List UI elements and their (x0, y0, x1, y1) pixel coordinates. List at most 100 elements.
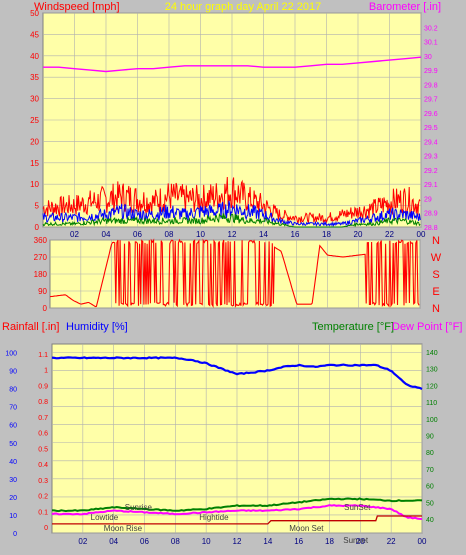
humidity-tick: 80 (9, 387, 17, 394)
humidity-x-tick: 18 (325, 537, 334, 546)
green-temp-line (51, 497, 423, 513)
humidity-x-tick: 12 (233, 537, 242, 546)
wind-y-tick: 45 (30, 30, 39, 39)
event-label: Moon Set (289, 524, 324, 533)
compass-label: N (432, 303, 440, 315)
rain-tick: 0.5 (38, 446, 48, 453)
humidity-x-tick: 22 (387, 537, 396, 546)
humidity-grid (52, 344, 423, 534)
baro-y-tick: 29.5 (424, 125, 438, 132)
humidity-series (51, 356, 423, 525)
temp-tick: 70 (426, 467, 434, 474)
baro-y-tick: 29.3 (424, 154, 438, 161)
baro-y-tick: 29.4 (424, 139, 438, 146)
temp-tick: 90 (426, 434, 434, 441)
wind-y-tick: 50 (30, 9, 39, 18)
darkred-rain-line (52, 515, 422, 525)
wind-x-tick: 20 (354, 230, 363, 239)
direction-y-tick: 180 (34, 270, 48, 279)
compass-label: W (431, 252, 442, 264)
event-label: Hightide (199, 513, 229, 522)
barometer-axis-label: Barometer [.in] (369, 1, 441, 13)
wind-y-tick: 20 (30, 137, 39, 146)
baro-y-tick: 29 (424, 196, 432, 203)
temp-tick: 80 (426, 450, 434, 457)
direction-y-tick: 360 (34, 236, 48, 245)
humidity-x-tick: 10 (202, 537, 211, 546)
humidity-x-tick: 02 (78, 537, 87, 546)
baro-y-tick: 29.9 (424, 68, 438, 75)
humidity-x-tick: 00 (418, 537, 427, 546)
wind-x-tick: 18 (322, 230, 331, 239)
event-labels: Moon Rise Lowtide Sunrise Hightide Moon Set S… (91, 503, 372, 545)
rainfall-axis-label: Rainfall [.in] (2, 321, 59, 333)
baro-y-tick: 29.7 (424, 97, 438, 104)
wind-x-tick: 12 (228, 230, 237, 239)
humidity-x-tick: 08 (171, 537, 180, 546)
rain-tick: 0.4 (38, 462, 48, 469)
temp-tick: 40 (426, 517, 434, 524)
wind-y-tick: 5 (35, 202, 40, 211)
blue-humidity-line (51, 356, 423, 390)
wind-x-tick: 10 (196, 230, 205, 239)
windspeed-axis-label: Windspeed [mph] (34, 1, 120, 13)
humidity-x-tick: 04 (109, 537, 118, 546)
wind-x-tick: 16 (291, 230, 300, 239)
temp-tick: 120 (426, 383, 438, 390)
wind-x-tick: 22 (385, 230, 394, 239)
humidity-tick: 20 (9, 495, 17, 502)
baro-y-tick: 29.6 (424, 111, 438, 118)
baro-y-tick: 28.8 (424, 225, 438, 232)
humidity-tick: 40 (9, 459, 17, 466)
wind-y-tick: 30 (30, 95, 39, 104)
baro-y-tick: 30.1 (424, 40, 438, 47)
wind-y-tick: 15 (30, 159, 39, 168)
wind-y-tick: 0 (35, 223, 40, 232)
wind-y-tick: 10 (30, 180, 39, 189)
rain-tick: 0.3 (38, 478, 48, 485)
humidity-axis-label: Humidity [%] (66, 321, 128, 333)
humidity-axes: 010203040506070809010000.10.20.30.40.50.… (5, 350, 437, 546)
baro-y-tick: 29.8 (424, 82, 438, 89)
wind-grid (43, 12, 422, 228)
humidity-tick: 70 (9, 405, 17, 412)
humidity-tick: 30 (9, 477, 17, 484)
rain-tick: 1.1 (38, 352, 48, 359)
direction-y-tick: 90 (38, 287, 47, 296)
red-wind-line (42, 176, 421, 225)
temp-tick: 140 (426, 350, 438, 357)
direction-y-tick: 270 (34, 253, 48, 262)
temp-tick: 50 (426, 500, 434, 507)
humidity-x-tick: 14 (263, 537, 272, 546)
direction-line (49, 238, 420, 309)
rain-tick: 0.1 (38, 509, 48, 516)
humidity-x-tick: 16 (294, 537, 303, 546)
wind-x-tick: 04 (102, 230, 111, 239)
baro-y-tick: 29.2 (424, 168, 438, 175)
direction-y-tick: 0 (43, 304, 48, 313)
baro-y-tick: 30 (424, 54, 432, 61)
event-label: Lowtide (91, 513, 119, 522)
baro-y-tick: 28.9 (424, 211, 438, 218)
rain-tick: 1 (44, 368, 48, 375)
blue-wind-line (42, 200, 421, 227)
event-label: SunSet (344, 503, 371, 512)
temp-tick: 130 (426, 367, 438, 374)
wind-x-tick: 00 (417, 230, 426, 239)
event-label: Moon Rise (104, 524, 143, 533)
rain-tick: 0.9 (38, 383, 48, 390)
compass-label: E (432, 286, 439, 298)
wind-x-tick: 02 (70, 230, 79, 239)
wind-series (42, 56, 422, 228)
rain-tick: 0.2 (38, 494, 48, 501)
wind-x-tick: 08 (165, 230, 174, 239)
compass-label: S (432, 269, 439, 281)
rain-tick: 0.6 (38, 431, 48, 438)
event-label: Sunset (343, 536, 369, 545)
magenta-temp-line (51, 504, 423, 520)
baro-y-tick: 30.2 (424, 25, 438, 32)
wind-y-tick: 35 (30, 73, 39, 82)
wind-x-tick: 14 (259, 230, 268, 239)
